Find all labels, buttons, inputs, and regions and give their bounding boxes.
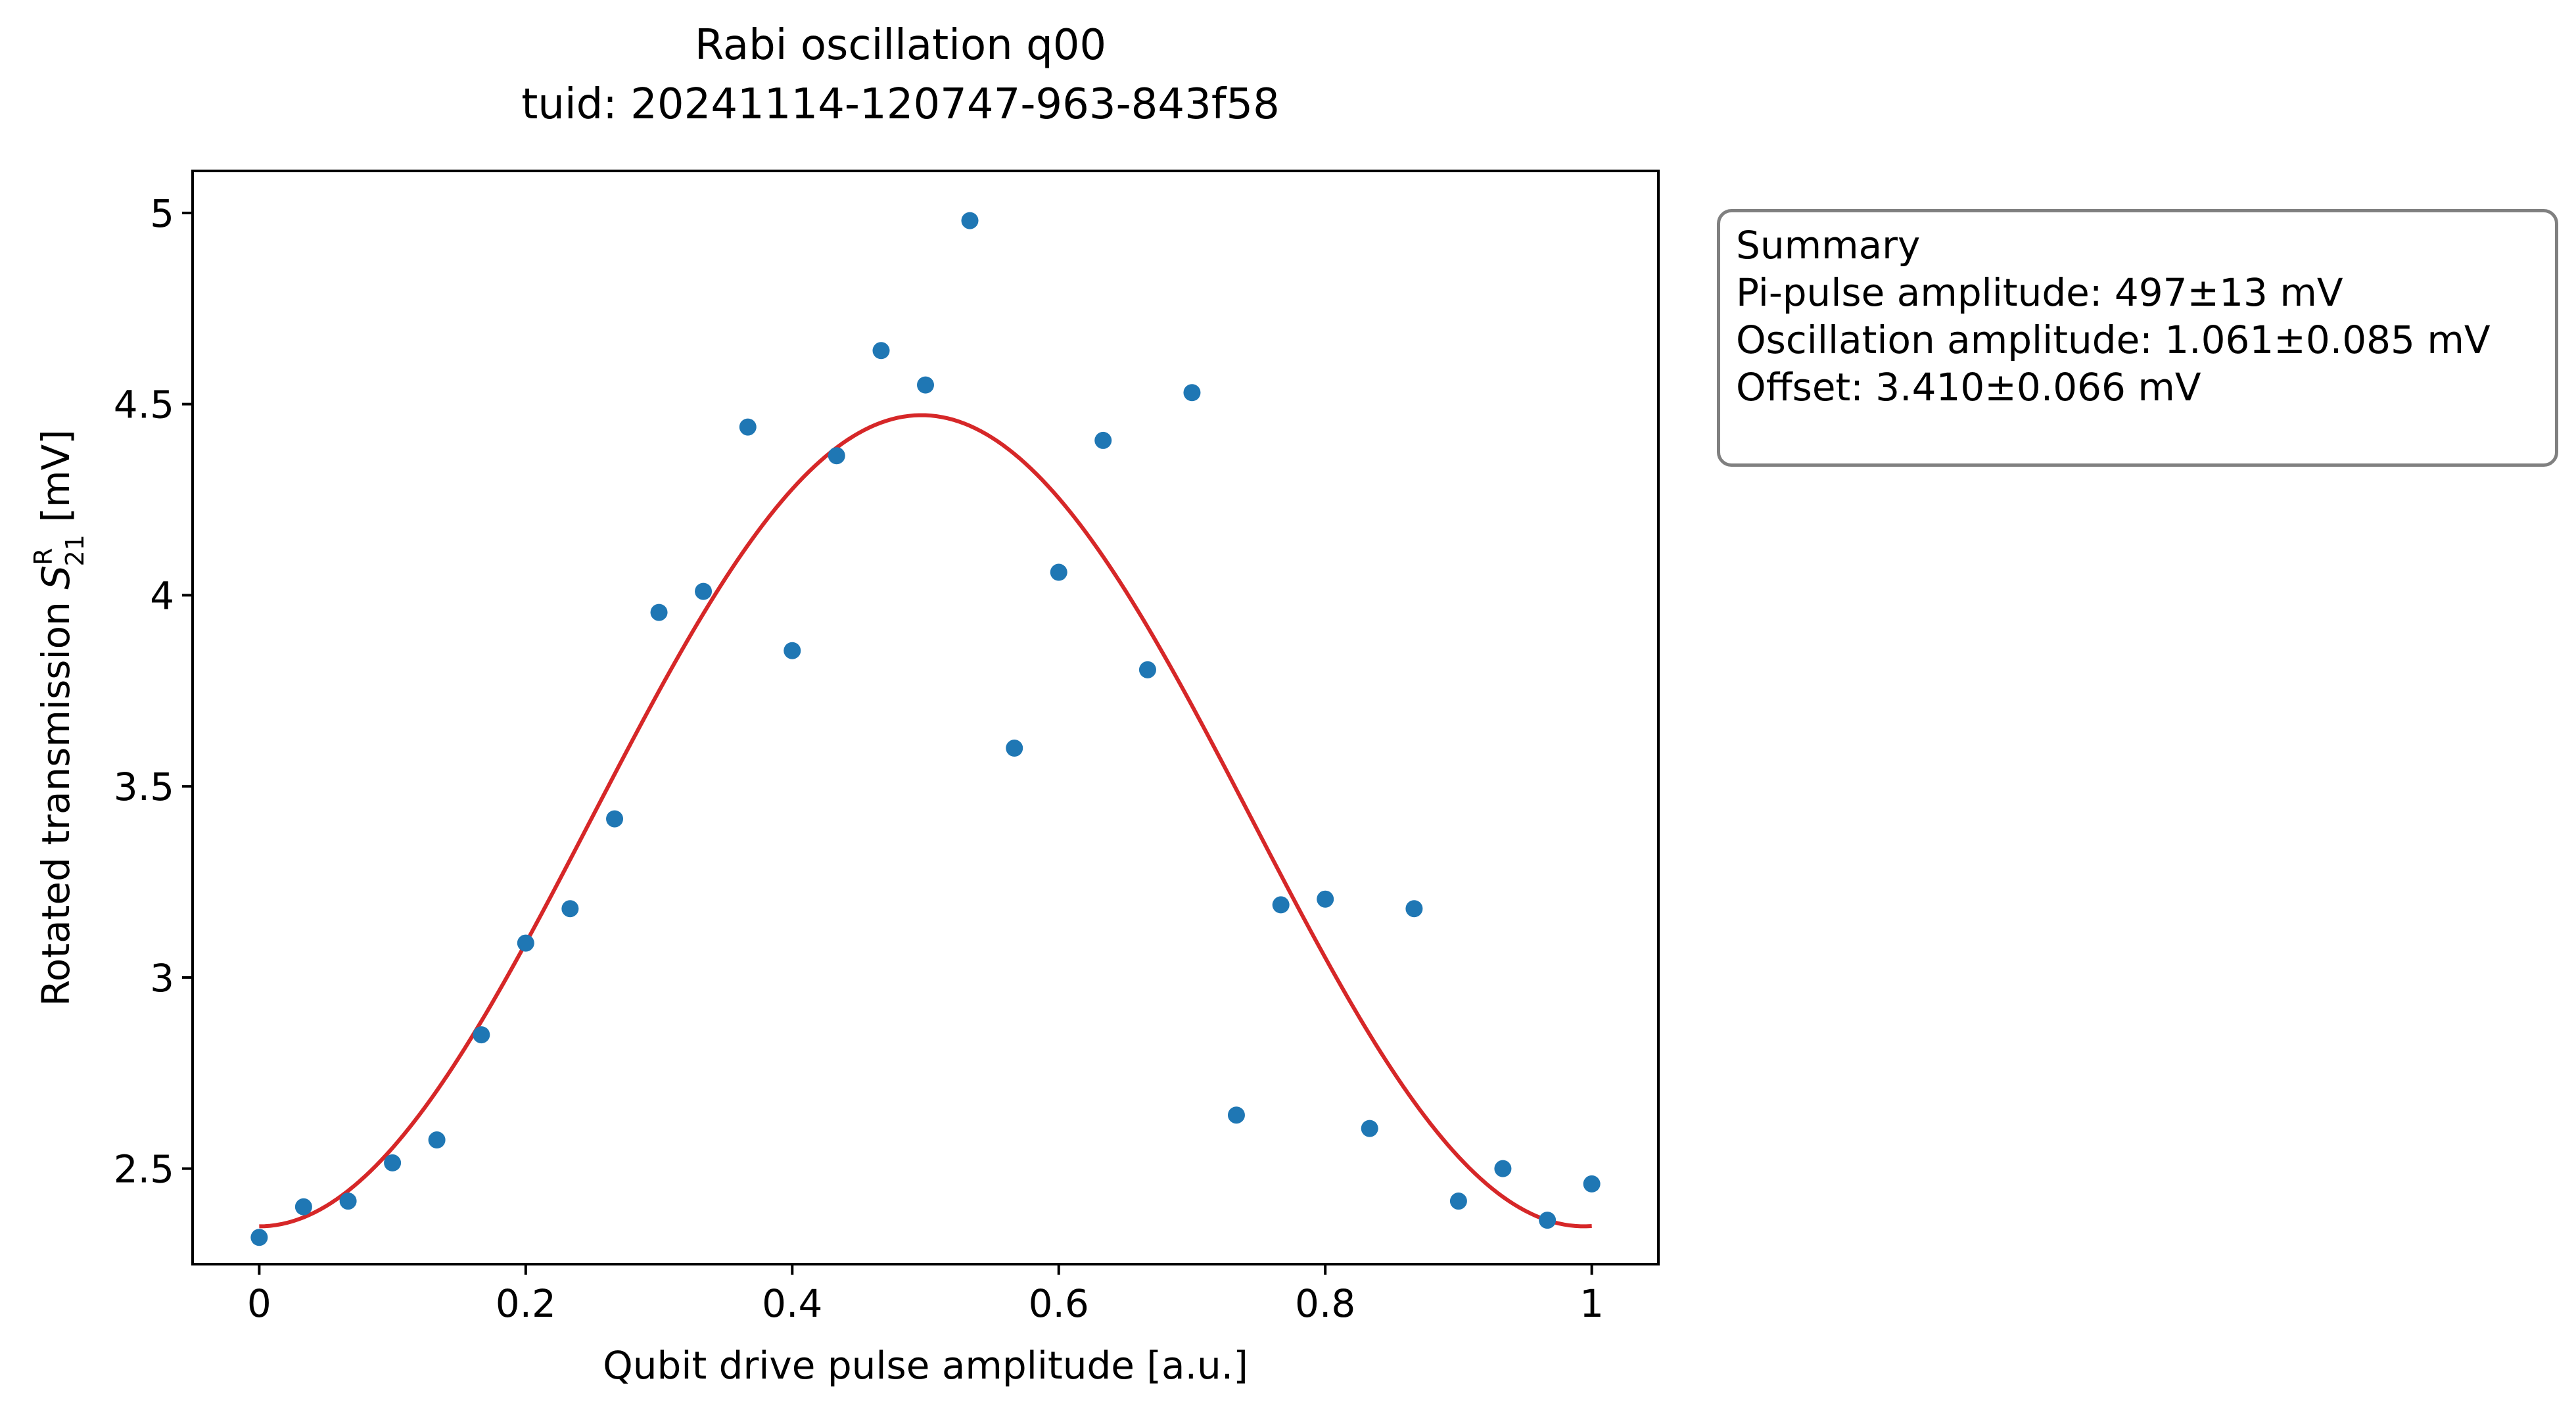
y-axis-label: Rotated transmission SR 21 [mV] — [29, 429, 89, 1006]
data-point — [872, 342, 890, 360]
summary-line-offset: Offset: 3.410±0.066 mV — [1736, 365, 2201, 410]
data-point — [917, 376, 934, 394]
data-point — [828, 447, 845, 465]
data-point — [1094, 431, 1112, 449]
x-tick-label: 0 — [247, 1281, 271, 1326]
plot-frame — [191, 170, 1660, 1265]
data-point — [1227, 1106, 1245, 1124]
chart-subtitle: tuid: 20241114-120747-963-843f58 — [521, 80, 1280, 129]
data-point — [473, 1026, 490, 1044]
x-tick-label: 0.2 — [496, 1281, 556, 1326]
y-axis-ticks: 2.5 3 3.5 4 4.5 5 — [114, 191, 193, 1192]
data-point — [1539, 1212, 1557, 1229]
data-point — [1006, 740, 1023, 757]
data-point — [517, 934, 534, 952]
data-point — [1361, 1120, 1378, 1137]
data-point — [650, 603, 668, 621]
summary-box: Summary Pi-pulse amplitude: 497±13 mV Os… — [1717, 209, 2558, 467]
data-point — [250, 1229, 268, 1246]
x-axis-ticks: 0 0.2 0.4 0.6 0.8 1 — [247, 1264, 1604, 1326]
x-tick-label: 0.4 — [762, 1281, 822, 1326]
y-tick-label: 3 — [150, 956, 174, 1001]
summary-heading: Summary — [1736, 223, 1921, 268]
data-point — [1183, 384, 1201, 402]
data-point — [1449, 1193, 1467, 1210]
y-tick-label: 5 — [150, 191, 174, 236]
y-tick-label: 4 — [150, 573, 174, 618]
data-point — [695, 582, 713, 600]
data-point — [339, 1193, 357, 1210]
fit-curve — [259, 413, 1592, 1229]
summary-line-oscillation: Oscillation amplitude: 1.061±0.085 mV — [1736, 318, 2491, 362]
chart-title: Rabi oscillation q00 — [695, 21, 1106, 70]
x-axis-label: Qubit drive pulse amplitude [a.u.] — [603, 1343, 1248, 1388]
data-points — [250, 212, 1601, 1246]
x-tick-label: 0.6 — [1029, 1281, 1089, 1326]
data-point — [606, 810, 624, 828]
data-point — [294, 1198, 312, 1216]
y-tick-label: 4.5 — [114, 383, 174, 427]
data-point — [1272, 896, 1290, 914]
data-point — [739, 418, 757, 436]
y-tick-label: 3.5 — [114, 765, 174, 809]
data-point — [1317, 890, 1334, 908]
x-tick-label: 0.8 — [1295, 1281, 1355, 1326]
data-point — [1583, 1175, 1601, 1193]
data-point — [1494, 1160, 1512, 1177]
data-point — [1050, 563, 1067, 581]
data-point — [1405, 900, 1423, 918]
data-point — [561, 900, 579, 918]
data-point — [428, 1131, 446, 1149]
data-point — [784, 642, 801, 659]
data-point — [961, 212, 979, 229]
summary-line-pi-pulse: Pi-pulse amplitude: 497±13 mV — [1736, 270, 2343, 315]
data-point — [384, 1154, 402, 1171]
y-tick-label: 2.5 — [114, 1147, 174, 1192]
data-point — [1138, 661, 1156, 678]
x-tick-label: 1 — [1580, 1281, 1604, 1326]
